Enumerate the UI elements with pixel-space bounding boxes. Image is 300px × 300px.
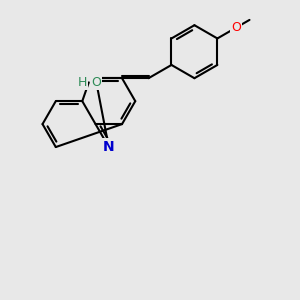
Text: O: O <box>91 76 101 89</box>
Text: H: H <box>78 76 87 89</box>
Text: O: O <box>231 21 241 34</box>
Text: N: N <box>103 140 115 154</box>
